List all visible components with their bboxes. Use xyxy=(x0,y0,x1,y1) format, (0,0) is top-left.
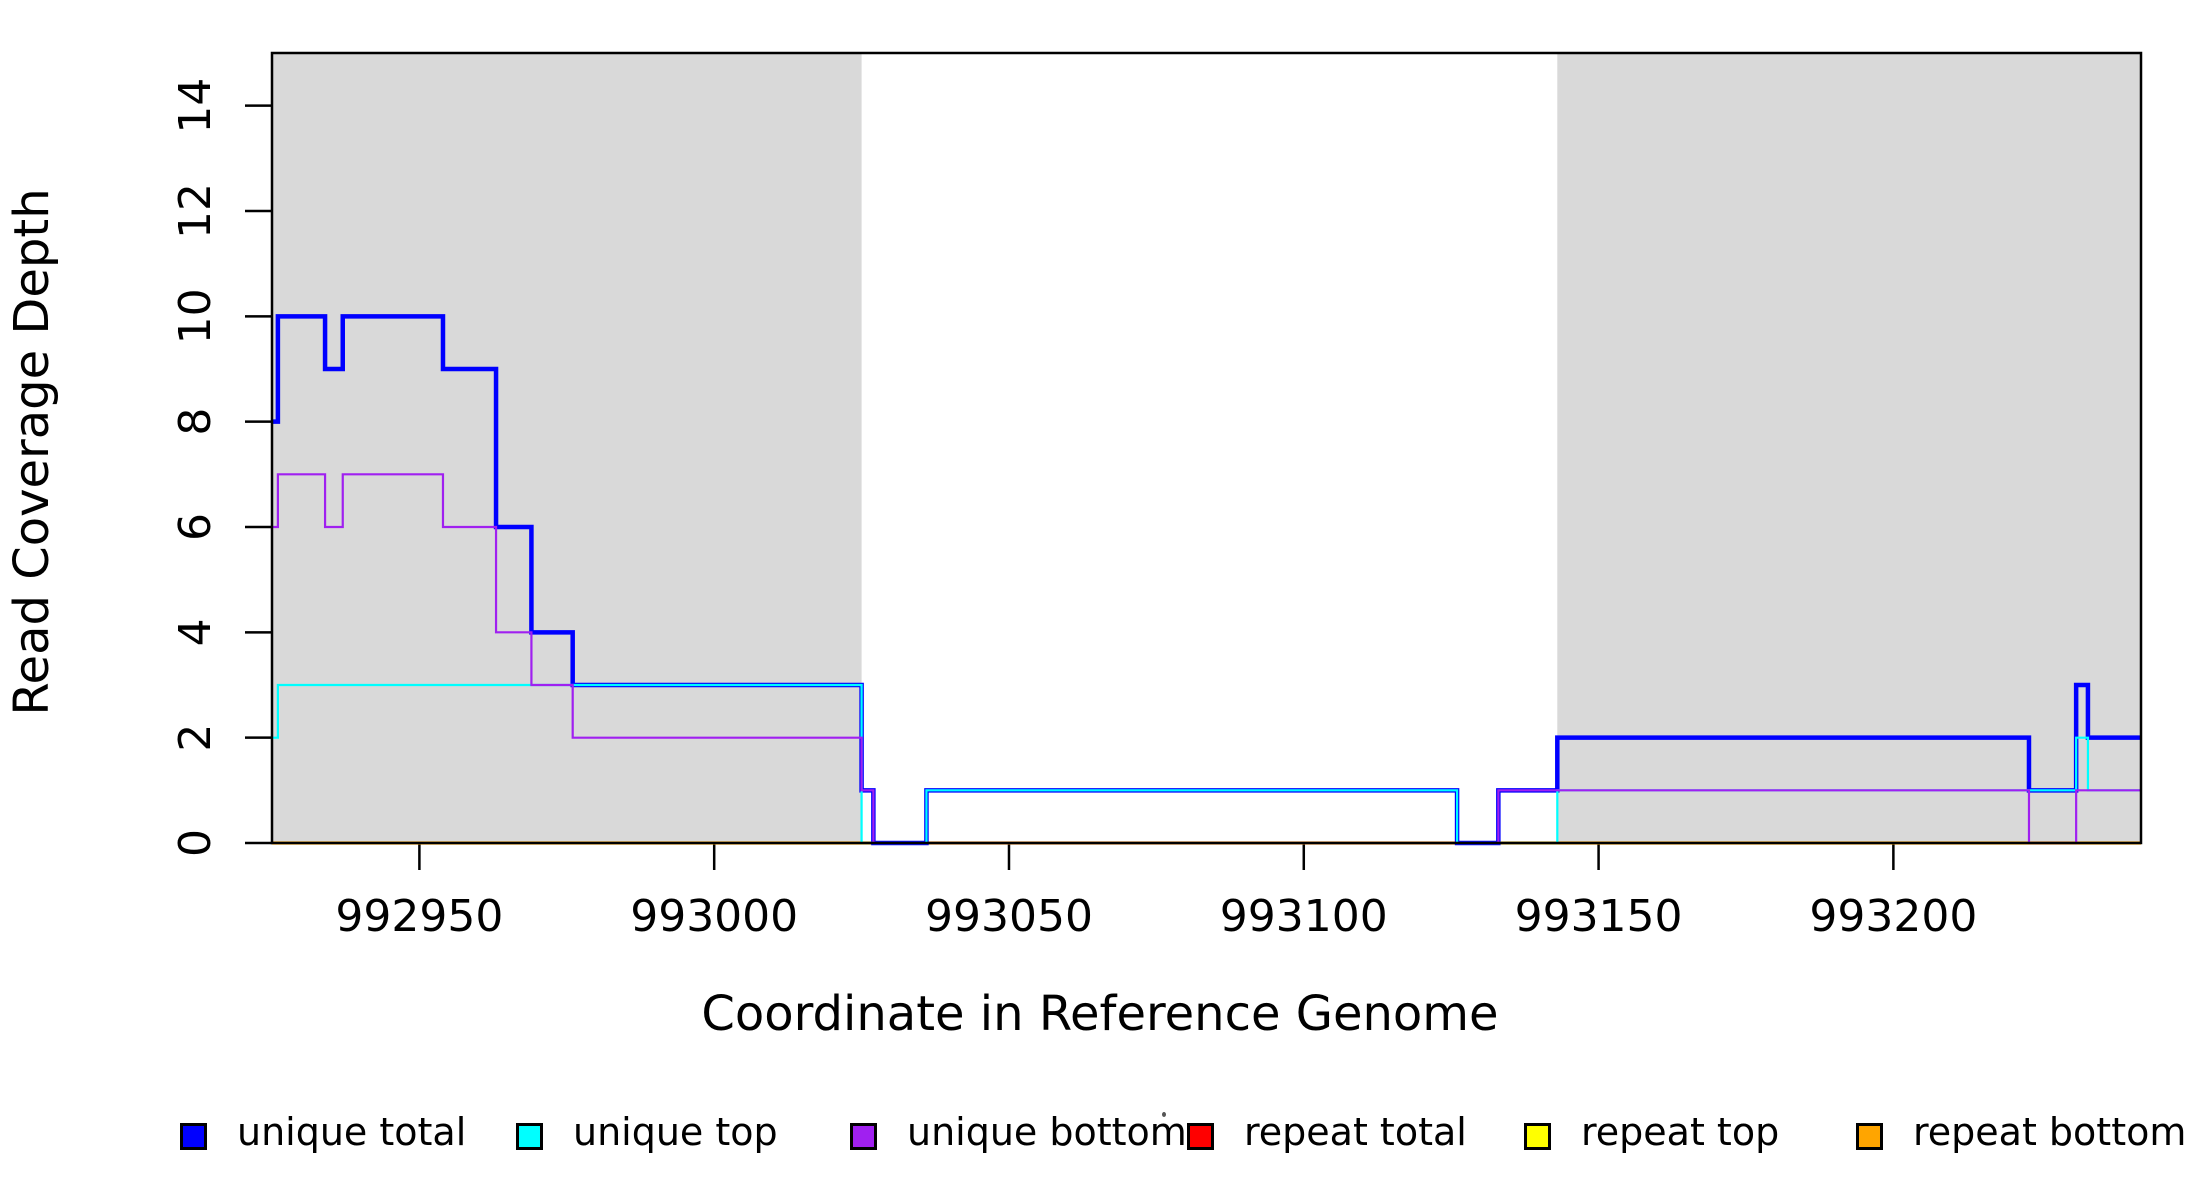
shaded-region-1 xyxy=(1557,53,2141,843)
shaded-region-0 xyxy=(272,53,862,843)
y-tick-label: 10 xyxy=(170,288,221,344)
x-tick-label: 993050 xyxy=(925,891,1093,942)
x-axis-title: Coordinate in Reference Genome xyxy=(701,986,1499,1042)
y-tick-label: 8 xyxy=(170,408,221,436)
x-tick-label: 992950 xyxy=(335,891,503,942)
series-unique-bottom xyxy=(272,473,2141,845)
y-axis-title: Read Coverage Depth xyxy=(4,188,60,716)
y-tick-label: 4 xyxy=(170,618,221,646)
y-tick-label: 2 xyxy=(170,724,221,752)
y-tick-label: 6 xyxy=(170,513,221,541)
x-tick-label: 993200 xyxy=(1809,891,1977,942)
x-tick-label: 993150 xyxy=(1515,891,1683,942)
x-tick-label: 993000 xyxy=(630,891,798,942)
y-tick-label: 14 xyxy=(170,78,221,134)
plot-border xyxy=(270,51,2143,845)
x-tick-label: 993100 xyxy=(1220,891,1388,942)
y-tick-label: 0 xyxy=(170,829,221,857)
y-tick-label: 12 xyxy=(170,183,221,239)
